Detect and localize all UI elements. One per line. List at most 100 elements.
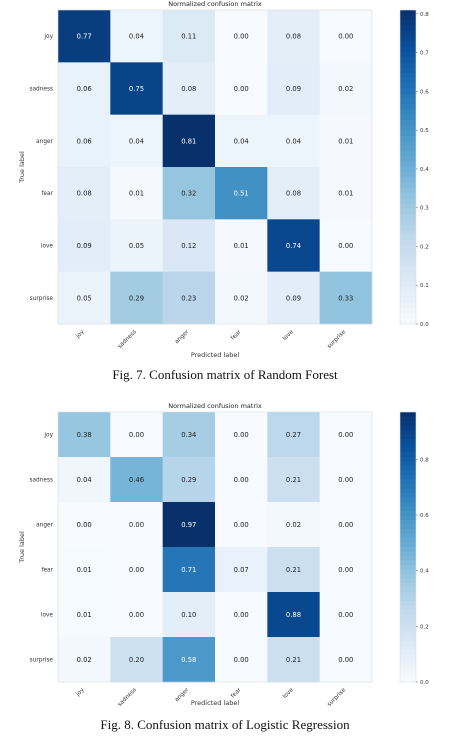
colorbar-segment xyxy=(400,560,416,566)
colorbar-segment xyxy=(400,224,416,231)
cell-value-label: 0.00 xyxy=(234,85,249,93)
colorbar-segment xyxy=(400,632,416,638)
colorbar-tick-label: 0.6 xyxy=(420,89,429,95)
cell-value-label: 0.02 xyxy=(286,521,301,529)
cell-value-label: 0.01 xyxy=(77,566,92,574)
heatmap-cell xyxy=(110,62,163,115)
heatmap-cell xyxy=(58,10,111,63)
colorbar-segment xyxy=(400,583,416,588)
colorbar-segment xyxy=(400,83,416,89)
colorbar-segment xyxy=(400,187,416,194)
x-tick-label: joy xyxy=(75,687,86,698)
colorbar-segment xyxy=(400,466,416,471)
colorbar-segment xyxy=(400,10,416,16)
cell-value-label: 0.71 xyxy=(181,566,196,574)
heatmap-cell xyxy=(215,502,268,548)
colorbar-segment xyxy=(400,605,416,611)
colorbar-segment xyxy=(400,255,416,262)
colorbar-segment xyxy=(400,51,416,58)
heatmap-cell xyxy=(267,592,320,638)
heatmap-cell xyxy=(162,10,216,63)
y-tick-label: love xyxy=(41,244,54,250)
y-tick-label: surprise xyxy=(30,658,54,664)
colorbar-segment xyxy=(400,88,416,95)
colorbar-segment xyxy=(400,668,416,674)
colorbar-segment xyxy=(400,114,416,121)
colorbar-segment xyxy=(400,425,416,431)
colorbar-segment xyxy=(400,41,416,48)
x-tick-label: love xyxy=(282,329,295,342)
colorbar-segment xyxy=(400,637,416,642)
figure-random-forest: Normalized confusion matrix 0.77 0.04 0.11 0… xyxy=(18,0,429,382)
cell-value-label: 0.09 xyxy=(77,242,92,250)
colorbar-segment xyxy=(400,287,416,293)
cell-value-label: 0.01 xyxy=(338,137,353,145)
heatmap-cell xyxy=(267,271,320,325)
heatmap-cell xyxy=(267,502,320,548)
heatmap-cell xyxy=(267,114,320,168)
x-tick-label: fear xyxy=(230,329,243,342)
colorbar-segment xyxy=(400,46,416,53)
colorbar-segment xyxy=(400,655,416,660)
colorbar-segment xyxy=(400,475,416,480)
colorbar-segment xyxy=(400,457,416,462)
colorbar-segment xyxy=(400,135,416,142)
colorbar-segment xyxy=(400,104,416,110)
colorbar-segment xyxy=(400,547,416,552)
colorbar-segment xyxy=(400,271,416,278)
colorbar-frame xyxy=(399,411,417,683)
y-tick-label: surprise xyxy=(30,296,54,302)
cell-value-label: 0.02 xyxy=(234,294,249,302)
heatmap-cell xyxy=(162,637,216,683)
colorbar-segment xyxy=(400,623,416,629)
cell-value-label: 0.04 xyxy=(286,137,301,145)
y-tick-label: anger xyxy=(36,523,53,529)
y-tick-label: sadness xyxy=(29,478,53,484)
x-tick-label: anger xyxy=(174,687,191,704)
heatmap-cell xyxy=(110,502,163,548)
colorbar-segment xyxy=(400,443,416,449)
heatmap-cell xyxy=(110,219,163,272)
cell-value-label: 0.08 xyxy=(77,190,92,198)
colorbar-segment xyxy=(400,266,416,273)
cell-value-label: 0.00 xyxy=(234,521,249,529)
heatmap-cell xyxy=(162,271,216,325)
cell-value-label: 0.21 xyxy=(286,656,301,664)
colorbar-segment xyxy=(400,479,416,485)
cell-value-label: 0.07 xyxy=(234,566,249,574)
colorbar-segment xyxy=(400,628,416,633)
colorbar-segment xyxy=(400,62,416,68)
heatmap-cell xyxy=(267,547,320,593)
cell-value-label: 0.29 xyxy=(129,294,144,302)
cell-value-label: 0.00 xyxy=(338,242,353,250)
cell-value-label: 0.46 xyxy=(129,476,144,484)
figure-caption: Fig. 8. Confusion matrix of Logistic Reg… xyxy=(100,717,350,732)
cell-value-label: 0.00 xyxy=(129,521,144,529)
colorbar-tick-label: 0.1 xyxy=(420,283,429,289)
colorbar-segment xyxy=(400,198,416,205)
cell-value-label: 0.00 xyxy=(234,33,249,41)
colorbar-tick-label: 0.4 xyxy=(420,167,429,173)
heatmap-cell xyxy=(267,167,320,220)
heatmap-cell xyxy=(267,457,320,503)
cell-value-label: 0.08 xyxy=(286,190,301,198)
plot-frame xyxy=(57,411,373,683)
colorbar-segment xyxy=(400,677,416,683)
colorbar-segment xyxy=(400,261,416,267)
colorbar-segment xyxy=(400,161,416,168)
colorbar-segment xyxy=(400,214,416,220)
colorbar-segment xyxy=(400,430,416,435)
colorbar-frame xyxy=(399,9,417,325)
colorbar-segment xyxy=(400,25,416,32)
colorbar-tick-label: 0.5 xyxy=(420,128,429,134)
colorbar-segment xyxy=(400,182,416,189)
colorbar-segment xyxy=(400,318,416,325)
colorbar-tick-label: 0.8 xyxy=(420,457,429,463)
plot-frame xyxy=(57,9,373,325)
colorbar-tick-label: 0.6 xyxy=(420,513,429,519)
heatmap-cell xyxy=(215,547,268,593)
colorbar-tick-label: 0.0 xyxy=(420,322,429,328)
colorbar-segment xyxy=(400,250,416,257)
colorbar-segment xyxy=(400,470,416,476)
cell-value-label: 0.02 xyxy=(338,85,353,93)
